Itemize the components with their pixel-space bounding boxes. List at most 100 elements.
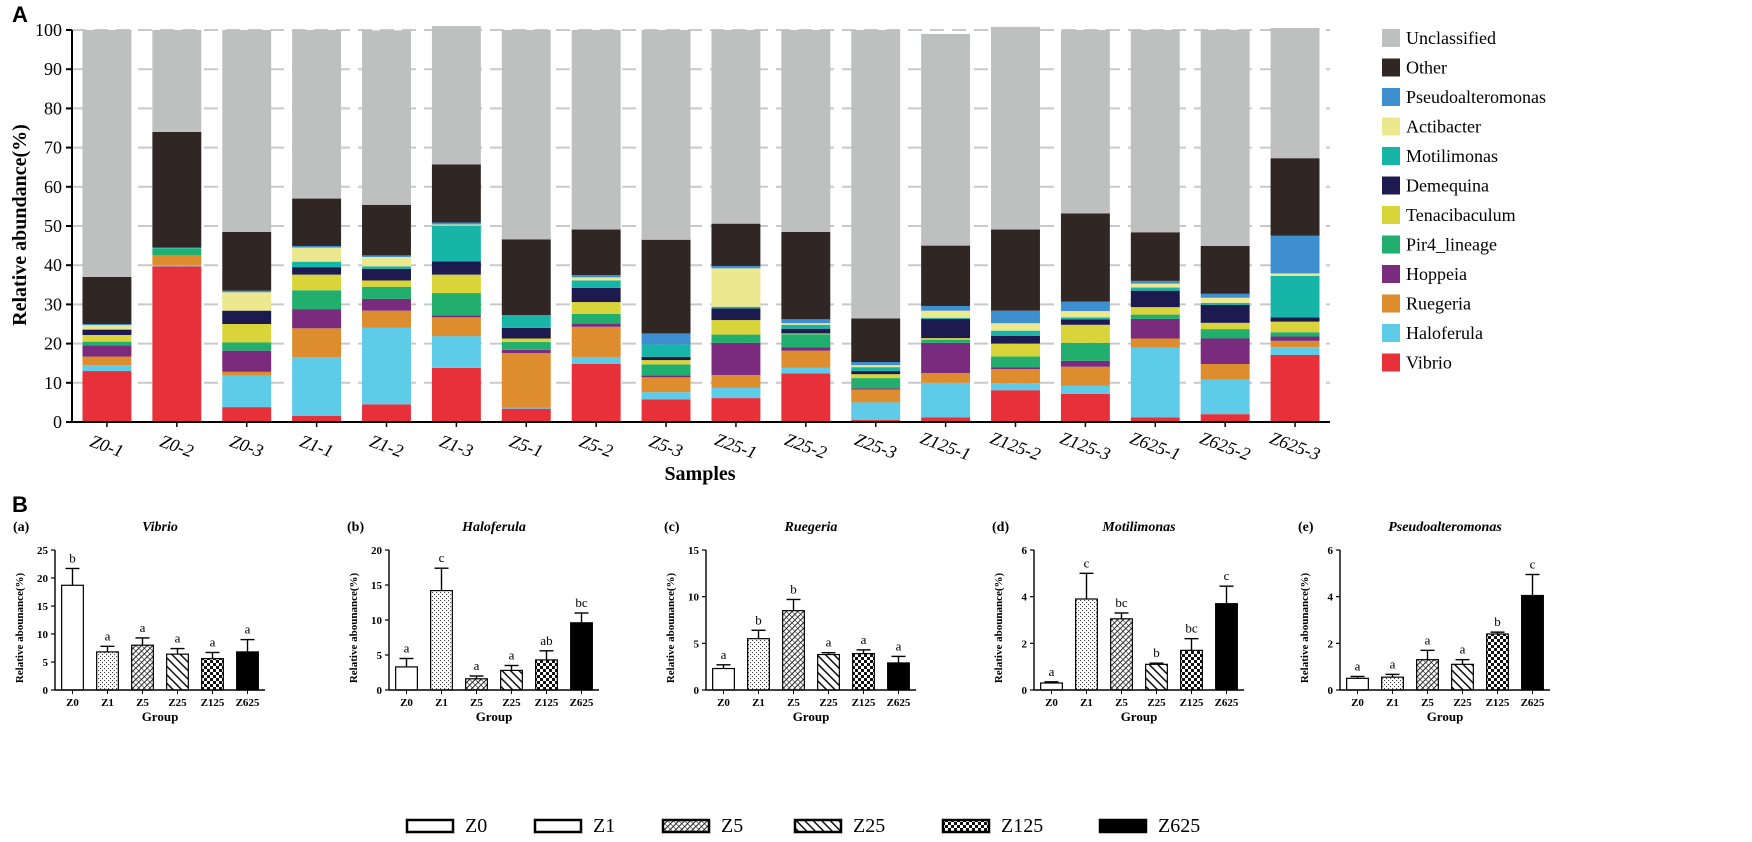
bar-segment-haloferula-z0-2 <box>152 265 202 267</box>
bar-segment-vibrio-z5-3 <box>641 399 691 422</box>
legend-label-pseudoalteromonas: Pseudoalteromonas <box>1406 87 1546 107</box>
bar-segment-pseudoalteromonas-z25-2 <box>781 319 831 324</box>
chart-title: Pseudoalteromonas <box>1388 520 1502 535</box>
group-legend-label-z5: Z5 <box>721 815 743 837</box>
bar-segment-demequina-z625-2 <box>1200 304 1250 323</box>
bar-segment-motilimonas-z0-1 <box>82 329 132 330</box>
panel-tag: (a) <box>13 520 30 535</box>
x-tick-label-z25: Z25 <box>819 697 838 709</box>
bar-segment-unclassified-z25-1 <box>711 30 761 224</box>
bar-segment-tenacibaculum-z25-2 <box>781 333 831 335</box>
bar-z25 <box>1451 663 1474 691</box>
bar-segment-unclassified-z25-2 <box>781 30 831 232</box>
bar-z625 <box>887 662 910 691</box>
bar-segment-vibrio-z125-2 <box>991 390 1040 422</box>
y-tick-label-25: 25 <box>37 545 49 557</box>
bar-segment-ruegeria-z1-3 <box>431 317 481 337</box>
panel-tag: (e) <box>1298 520 1314 535</box>
bar-segment-vibrio-z0-3 <box>222 407 272 422</box>
bar-segment-demequina-z0-3 <box>222 310 272 324</box>
bar-segment-haloferula-z625-2 <box>1200 379 1250 415</box>
panel-tag: (d) <box>992 520 1009 535</box>
bar-z0 <box>1040 682 1063 691</box>
bar-segment-other-z5-1 <box>501 239 551 315</box>
bar-segment-actibacter-z1-3 <box>431 224 481 226</box>
legend-swatch-motilimonas <box>1382 147 1400 165</box>
bar-segment-hoppeia-z1-1 <box>292 309 342 329</box>
bar-segment-haloferula-z125-1 <box>921 382 971 418</box>
bar-segment-hoppeia-z1-2 <box>362 298 411 311</box>
bar-segment-motilimonas-z125-1 <box>921 317 971 319</box>
bar-segment-ruegeria-z625-3 <box>1270 340 1320 348</box>
bar-segment-pseudoalteromonas-z125-1 <box>921 305 971 311</box>
bar-segment-other-z125-1 <box>921 245 971 306</box>
bar-segment-tenacibaculum-z25-1 <box>711 320 761 335</box>
bar-z125 <box>1180 649 1203 691</box>
x-tick-label-z5: Z5 <box>470 697 483 709</box>
bar-segment-pir4-lineage-z25-1 <box>711 334 761 343</box>
bar-segment-actibacter-z25-2 <box>781 323 831 325</box>
y-tick-label-4: 4 <box>1328 592 1334 604</box>
bar-z0 <box>1346 677 1369 691</box>
y-tick-label-2: 2 <box>1022 638 1028 650</box>
x-tick-label-z0: Z0 <box>400 697 413 709</box>
bar-segment-actibacter-z0-3 <box>222 292 272 311</box>
x-tick-label-z0-1: Z0-1 <box>88 431 127 461</box>
significance-letter-z1: c <box>1084 555 1090 570</box>
bar-segment-other-z0-1 <box>82 276 132 324</box>
bar-segment-actibacter-z5-2 <box>571 277 621 281</box>
y-tick-label-20: 20 <box>37 573 49 585</box>
x-tick-label-z25: Z25 <box>502 697 521 709</box>
y-tick-label-10: 10 <box>44 373 62 393</box>
x-tick-label-z5-3: Z5-3 <box>647 431 686 461</box>
x-tick-label-z1-3: Z1-3 <box>437 431 476 461</box>
bar-segment-demequina-z0-1 <box>82 329 132 335</box>
group-bar-charts: (a) VibriobZ0aZ1aZ5aZ25aZ125aZ62505101520… <box>13 520 1550 724</box>
bar-z625 <box>1521 594 1544 691</box>
bar-segment-hoppeia-z125-3 <box>1060 360 1110 367</box>
bar-segment-vibrio-z1-2 <box>362 404 411 422</box>
bar-segment-motilimonas-z5-1 <box>501 314 551 328</box>
bar-segment-tenacibaculum-z0-1 <box>82 334 132 342</box>
significance-letter-z5: b <box>790 581 797 596</box>
bar-segment-haloferula-z125-2 <box>991 383 1040 391</box>
bar-segment-motilimonas-z625-3 <box>1270 275 1320 318</box>
bar-z1 <box>430 589 453 691</box>
bar-segment-haloferula-z125-3 <box>1060 385 1110 394</box>
x-tick-label-z125-3: Z125-3 <box>1058 428 1114 465</box>
x-tick-label-z1: Z1 <box>435 697 448 709</box>
y-axis-label: Relative abounance(%) <box>348 573 360 684</box>
bar-segment-pseudoalteromonas-z1-1 <box>292 245 342 248</box>
bar-segment-actibacter-z25-3 <box>851 365 901 368</box>
bar-segment-tenacibaculum-z1-1 <box>292 274 342 291</box>
x-tick-label-z25-2: Z25-2 <box>782 429 829 463</box>
bar-segment-other-z125-3 <box>1060 213 1110 302</box>
bar-segment-tenacibaculum-z125-3 <box>1060 324 1110 343</box>
bar-segment-other-z1-3 <box>431 164 481 223</box>
bar-segment-vibrio-z1-3 <box>431 367 481 422</box>
bar-segment-pir4-lineage-z125-3 <box>1060 342 1110 361</box>
bar-segment-haloferula-z1-2 <box>362 327 411 405</box>
bar-segment-demequina-z125-3 <box>1060 319 1110 325</box>
bar-segment-demequina-z25-3 <box>851 371 901 375</box>
y-tick-label-5: 5 <box>694 638 700 650</box>
x-tick-label-z25: Z25 <box>168 697 187 709</box>
bar-segment-haloferula-z0-3 <box>222 375 272 408</box>
significance-letter-z25: a <box>509 648 515 663</box>
x-tick-label-z125: Z125 <box>1180 697 1204 709</box>
group-legend-swatch-z125 <box>941 818 991 834</box>
bar-segment-unclassified-z625-1 <box>1130 30 1180 233</box>
group-legend-swatch-z625 <box>1098 818 1148 834</box>
panel-tag: (b) <box>347 520 364 535</box>
bar-segment-other-z0-3 <box>222 231 272 291</box>
bar-segment-actibacter-z625-2 <box>1200 297 1250 303</box>
y-tick-label-4: 4 <box>1022 592 1028 604</box>
group-chart-haloferula: (b) Haloferula a Z0 c Z1 a Z5 a Z25 ab Z125 bc Z625 0 5… <box>347 520 599 724</box>
y-tick-label-20: 20 <box>44 334 62 354</box>
bar-segment-pir4-lineage-z5-3 <box>641 364 691 376</box>
bar-segment-haloferula-z625-3 <box>1270 347 1320 355</box>
bar-segment-pseudoalteromonas-z5-3 <box>641 333 691 345</box>
bar-segment-pir4-lineage-z125-2 <box>991 356 1040 368</box>
legend-label-unclassified: Unclassified <box>1406 28 1496 48</box>
y-tick-label-2: 2 <box>1328 638 1334 650</box>
